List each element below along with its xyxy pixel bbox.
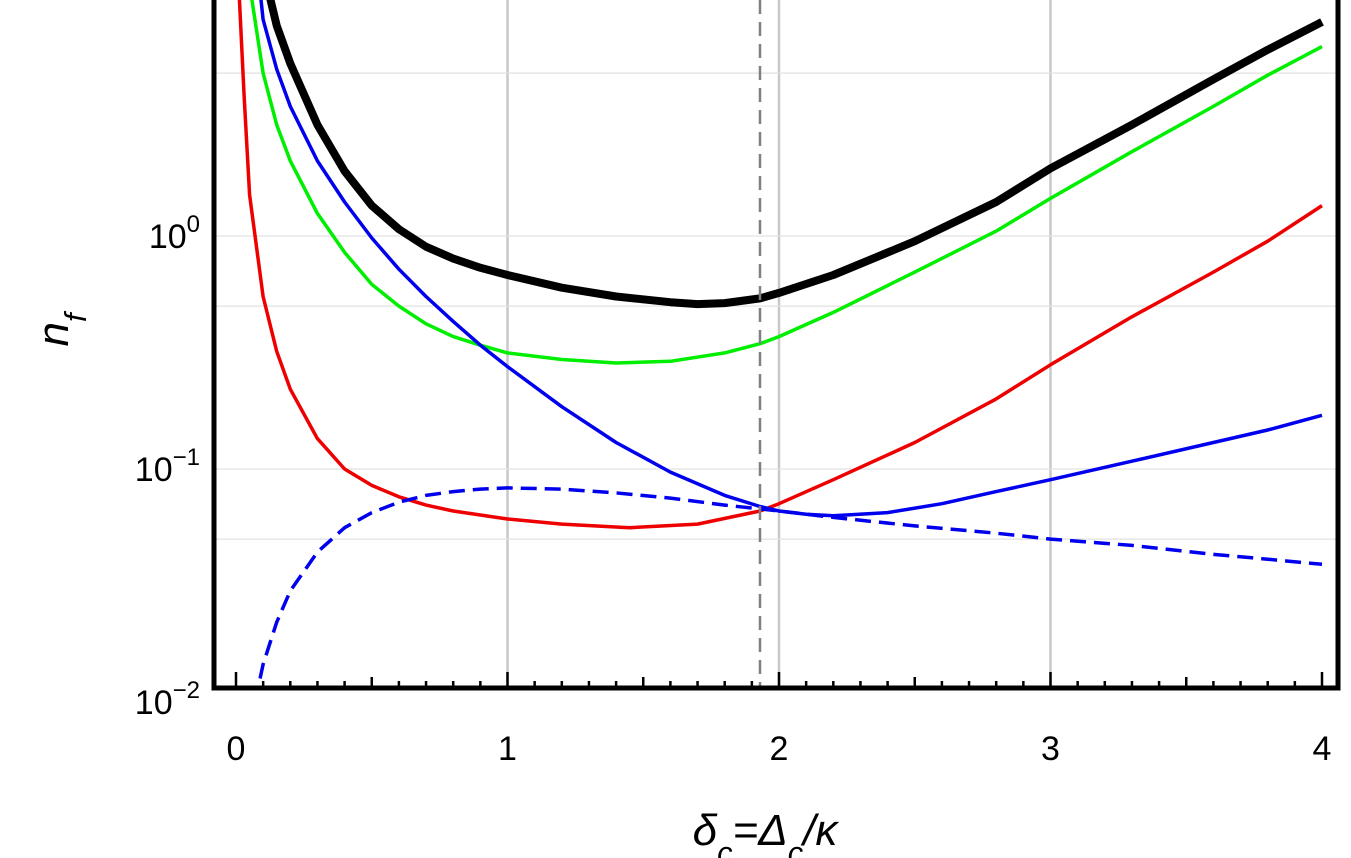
- y-tick-base: 10: [135, 684, 173, 722]
- y-tick-label: 10−1: [135, 444, 200, 489]
- x-axis-title: δc=Δc/κ: [693, 806, 840, 858]
- axis-title-subscript: c: [717, 835, 733, 858]
- x-tick-label: 3: [1041, 730, 1060, 768]
- axis-title-text: =Δ: [733, 806, 788, 855]
- y-axis-title: nf: [29, 310, 93, 346]
- x-tick-label: 2: [770, 730, 789, 768]
- y-tick-label: 10−2: [135, 677, 200, 722]
- axis-title-subscript: c: [788, 835, 804, 858]
- x-tick-label: 1: [498, 730, 517, 768]
- y-tick-exponent: −2: [173, 677, 200, 704]
- axis-title-text: δ: [693, 806, 718, 855]
- series-line-1: [266, 0, 1324, 309]
- y-tick-base: 10: [149, 218, 187, 256]
- series-layer: [237, 0, 1324, 688]
- y-tick-exponent: 0: [187, 211, 200, 238]
- y-tick-base: 10: [135, 451, 173, 489]
- series-line-4: [259, 0, 1323, 518]
- y-tick-label: 100: [149, 211, 200, 256]
- axis-title-text: /κ: [800, 806, 839, 855]
- axis-ticks: [234, 672, 1324, 688]
- series-line-2: [250, 0, 1323, 365]
- x-tick-labels: 0 1 2 3 4: [227, 730, 1332, 768]
- axis-title-subscript: f: [58, 310, 93, 322]
- series-line-3: [237, 0, 1323, 530]
- x-tick-label: 0: [227, 730, 246, 768]
- y-tick-exponent: −1: [173, 444, 200, 471]
- series-line-5: [256, 486, 1323, 688]
- plot-frame: [211, 0, 1341, 691]
- x-tick-label: 4: [1313, 730, 1332, 768]
- axis-title-text: n: [29, 322, 78, 346]
